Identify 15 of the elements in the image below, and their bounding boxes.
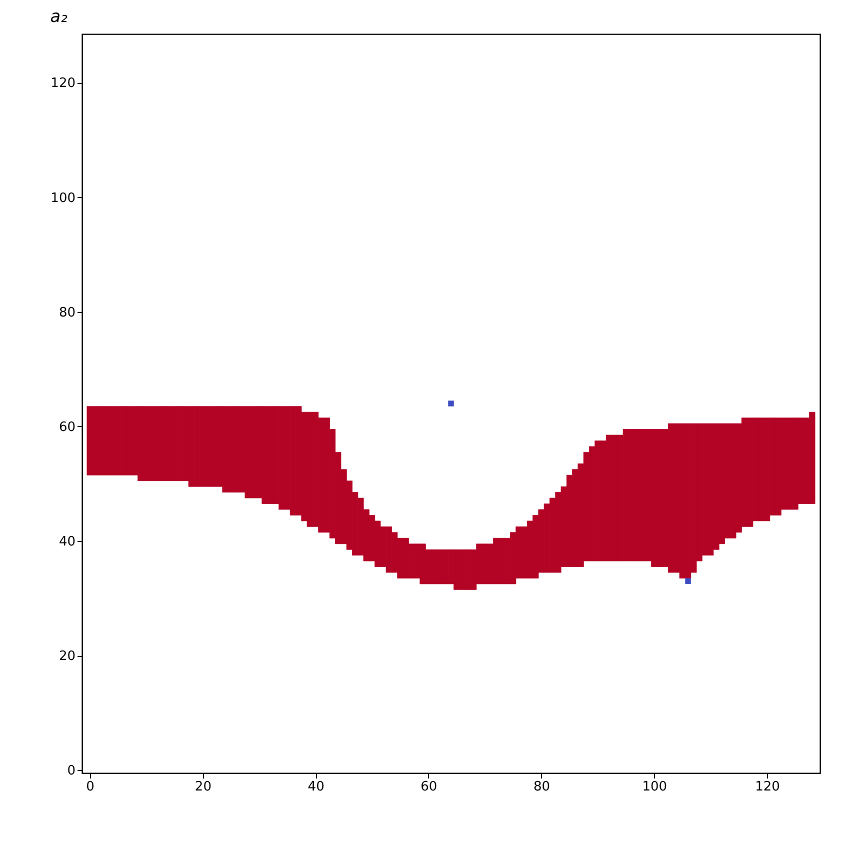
x-tick-label: 120 <box>755 780 780 794</box>
x-tick-label: 40 <box>308 780 324 794</box>
x-tick-label: 60 <box>420 780 438 794</box>
y-tick-label: 60 <box>58 420 76 435</box>
y-tick-label: 0 <box>67 764 76 779</box>
x-tick-label: 100 <box>642 780 668 794</box>
y-tick-label: 80 <box>58 305 76 320</box>
y-tick-label: 20 <box>58 649 76 664</box>
y-tick-label: 100 <box>50 190 76 206</box>
y-tick-label: 40 <box>58 534 76 550</box>
x-tick-label: 0 <box>86 780 94 794</box>
chart-title: a₂ <box>50 7 68 27</box>
x-tick-label: 20 <box>194 780 212 794</box>
x-tick-label: 80 <box>534 780 550 794</box>
y-tick-label: 120 <box>50 76 76 92</box>
